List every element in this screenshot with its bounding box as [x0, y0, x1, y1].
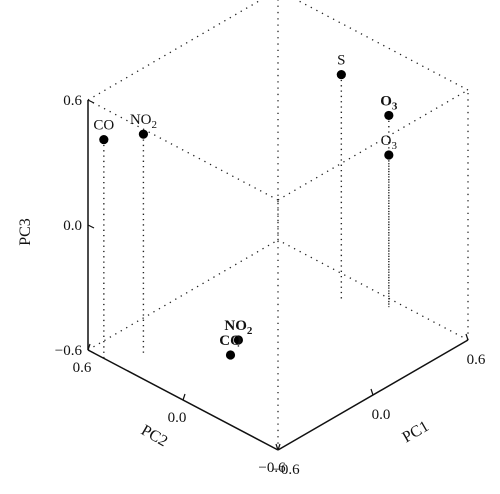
point-label-subscript: 3	[392, 140, 398, 152]
pc1-tick-label: −0.6	[272, 462, 300, 478]
pc2-tick-mark	[182, 393, 186, 401]
pc2-tick-label: 0.0	[168, 410, 187, 426]
pc3-tick-mark	[87, 224, 95, 229]
box-edge-dotted	[277, 89, 469, 201]
pc2-axis-title: PC2	[138, 422, 170, 451]
box-edge-dotted	[87, 99, 279, 201]
data-point	[233, 335, 244, 345]
box-edge-dotted	[295, 0, 469, 91]
point-label-text: S	[337, 53, 345, 69]
pc1-tick-mark	[465, 333, 469, 341]
pc1-axis-title: PC1	[400, 418, 432, 447]
pc1-tick-label: 0.6	[467, 352, 486, 368]
pc2-tick-mark	[277, 443, 281, 451]
pc2-tick-label: 0.6	[73, 360, 92, 376]
data-point	[99, 134, 109, 145]
data-points	[99, 69, 394, 360]
box-frame	[87, 0, 469, 451]
point-label-text: NO	[130, 112, 152, 128]
point-label: CO	[93, 118, 114, 134]
point-label-text: CO	[219, 333, 242, 349]
point-label: CO	[219, 333, 242, 349]
point-label: NO2	[130, 112, 157, 131]
pc3-tick-label: 0.6	[63, 93, 82, 109]
pc2-tick-label: −0.6	[258, 460, 286, 476]
point-label-subscript: 2	[152, 119, 158, 131]
pc3-tick-label: −0.6	[55, 343, 83, 359]
data-point	[384, 110, 394, 121]
pc2-tick-mark	[87, 343, 91, 351]
pc3-tick-mark	[87, 349, 95, 354]
pc1-tick-mark	[275, 443, 279, 451]
box-edge-dotted	[87, 239, 279, 351]
point-label: S	[337, 53, 345, 69]
point-label: O3	[381, 133, 398, 152]
point-label-subscript: 3	[392, 100, 398, 112]
point-label: O3	[380, 93, 398, 112]
point-label-text: NO	[224, 318, 247, 334]
pc1-tick-mark	[370, 388, 374, 396]
point-label-subscript: 2	[247, 325, 253, 337]
data-point	[138, 129, 149, 139]
point-label-text: O	[380, 93, 392, 109]
point-label-text: O	[381, 133, 392, 149]
pc1-tick-label: 0.0	[372, 407, 391, 423]
data-point	[225, 350, 236, 360]
box-edge-dotted	[87, 0, 263, 101]
drop-lines	[103, 74, 390, 359]
data-point	[336, 69, 346, 80]
data-point	[384, 150, 394, 160]
pc3-tick-mark	[87, 99, 95, 104]
pc3-axis-title: PC3	[17, 218, 34, 246]
box-edge-dotted	[277, 239, 469, 341]
point-label-text: CO	[93, 118, 114, 134]
pc3-tick-label: 0.0	[63, 218, 82, 234]
point-label: NO2	[224, 318, 253, 337]
